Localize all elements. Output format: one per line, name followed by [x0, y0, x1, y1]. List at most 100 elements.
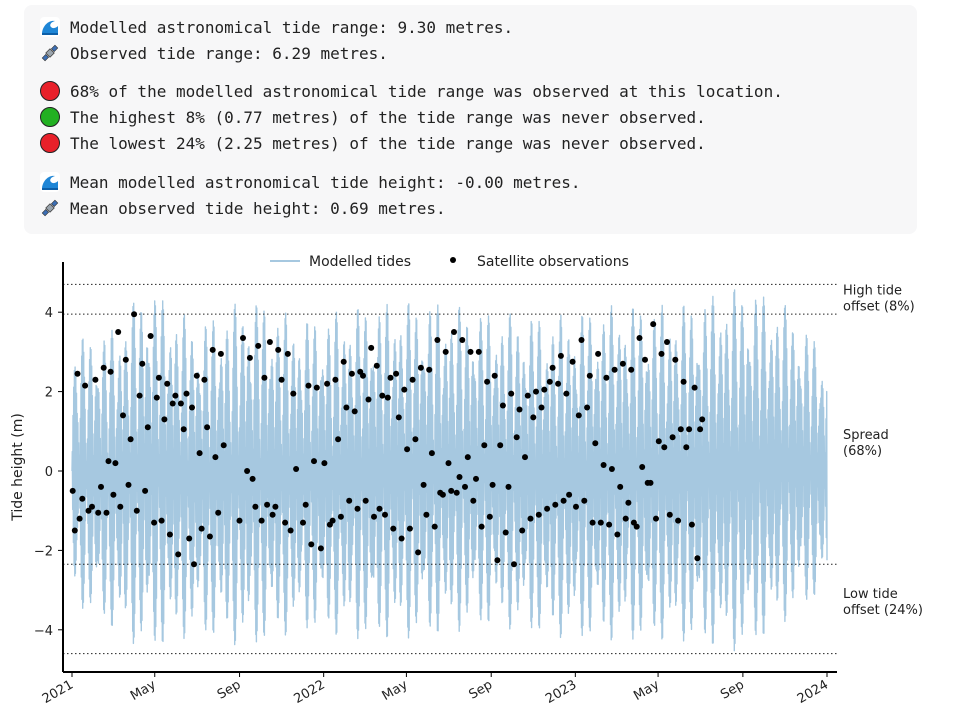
observation-point [329, 517, 336, 524]
observation-point [201, 376, 208, 383]
red-circle-icon [40, 81, 60, 101]
legend-modelled-label: Modelled tides [309, 254, 411, 270]
y-tick-label: 2 [45, 386, 53, 401]
observation-point [287, 527, 294, 534]
legend-satellite-label: Satellite observations [477, 254, 629, 270]
observation-point [614, 531, 621, 538]
lowest-unobserved-line: The lowest 24% (2.25 metres) of the tide… [40, 132, 706, 154]
observation-point [535, 511, 542, 518]
observation-point [193, 372, 200, 379]
legend: Modelled tides Satellite observations [270, 254, 629, 270]
observation-point [467, 348, 474, 355]
y-tick-label: 0 [45, 465, 53, 480]
observation-point [153, 394, 160, 401]
observation-point [439, 491, 446, 498]
observation-point [611, 366, 618, 373]
observation-point [603, 374, 610, 381]
observation-point [139, 360, 146, 367]
observation-point [308, 541, 315, 548]
observation-point [393, 370, 400, 377]
observation-point [360, 372, 366, 379]
observation-point [311, 458, 317, 465]
mean-observed-text: Mean observed tide height: 0.69 metres. [70, 198, 446, 218]
observation-point [204, 424, 211, 431]
observation-point [608, 466, 615, 472]
observation-point [664, 339, 670, 345]
lowest-unobserved-text: The lowest 24% (2.25 metres) of the tide… [70, 133, 706, 153]
observation-point [240, 335, 246, 341]
observation-point [653, 515, 659, 522]
wave-icon [40, 172, 60, 192]
observation-point [164, 380, 171, 387]
reference-label: Spread [843, 428, 889, 443]
observation-point [249, 475, 256, 482]
mean-modelled-line: Mean modelled astronomical tide height: … [40, 171, 581, 193]
tide-summary-panel: Modelled astronomical tide range: 9.30 m… [24, 5, 917, 234]
observation-point [647, 479, 654, 486]
observation-point [622, 515, 629, 522]
observation-point [354, 505, 361, 512]
observation-point [697, 426, 704, 433]
observation-point [127, 436, 134, 443]
observation-point [569, 358, 576, 365]
observation-point [302, 501, 309, 508]
observation-point [95, 509, 102, 516]
observation-point [255, 342, 262, 349]
observation-point [82, 382, 89, 389]
observation-point [494, 557, 501, 564]
observation-point [549, 364, 556, 371]
observation-point [220, 442, 227, 449]
highest-unobserved-line: The highest 8% (0.77 metres) of the tide… [40, 106, 706, 128]
reference-label: High tide [843, 283, 902, 298]
observation-point [677, 426, 684, 433]
observation-point [69, 487, 76, 494]
observation-point [92, 376, 99, 383]
observation-point [337, 513, 344, 520]
observation-point [680, 378, 687, 385]
observation-point [511, 561, 517, 568]
observation-point [566, 491, 573, 498]
observed-range-line: Observed tide range: 6.29 metres. [40, 42, 388, 64]
observation-point [76, 515, 83, 522]
observation-point [686, 426, 693, 433]
observation-point [172, 392, 179, 399]
observation-point [451, 329, 457, 335]
observation-point [313, 384, 320, 391]
legend-satellite-swatch [450, 257, 456, 263]
observation-point [552, 501, 559, 508]
observation-point [486, 513, 493, 520]
observation-point [661, 444, 668, 451]
observation-point [617, 483, 624, 490]
observation-point [85, 507, 92, 514]
observation-point [519, 527, 526, 534]
observation-point [669, 434, 676, 441]
observation-point [373, 362, 380, 369]
observation-point [633, 523, 640, 530]
observation-point [275, 346, 282, 353]
observation-point [321, 460, 328, 467]
observation-point [592, 440, 599, 447]
y-tick-label: 4 [45, 306, 53, 321]
observation-point [502, 529, 509, 536]
observation-point [158, 517, 165, 524]
observation-point [527, 515, 534, 522]
observation-point [144, 424, 151, 431]
observation-point [573, 503, 579, 510]
observation-point [290, 390, 297, 397]
observation-point [161, 416, 168, 423]
observation-point [694, 555, 701, 562]
observation-point [343, 404, 350, 411]
red-circle-icon [40, 133, 60, 153]
observation-point [516, 406, 523, 413]
observation-point [258, 517, 265, 524]
observation-point [595, 350, 602, 357]
observation-point [74, 370, 81, 377]
observation-point [555, 380, 562, 387]
observation-point [180, 426, 187, 433]
modelled-range-line: Modelled astronomical tide range: 9.30 m… [40, 16, 513, 38]
observation-point [563, 390, 570, 397]
observation-point [175, 551, 182, 558]
observation-point [453, 489, 460, 496]
observation-point [98, 483, 104, 490]
